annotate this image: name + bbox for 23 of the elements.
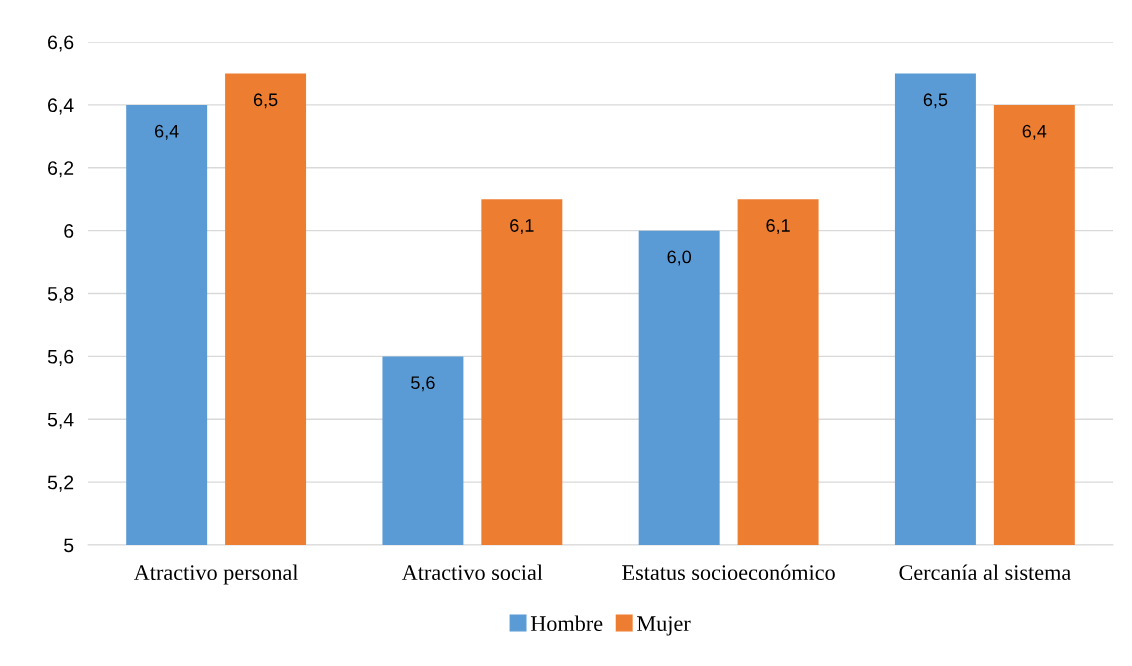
y-tick-label: 5,4 — [47, 412, 74, 429]
x-tick-label: Atractivo social — [401, 564, 543, 581]
data-label: 6,4 — [1022, 124, 1047, 140]
legend-label: Mujer — [637, 616, 691, 636]
data-label: 6,1 — [766, 219, 790, 235]
y-tick-label: 6,6 — [48, 35, 74, 52]
data-label: 6,5 — [923, 93, 948, 109]
x-tick-label: Estatus socioeconómico — [622, 564, 835, 581]
y-tick-label: 6,2 — [48, 161, 74, 178]
y-tick-label: 5,8 — [47, 286, 74, 304]
data-label: 6,0 — [667, 250, 692, 266]
y-tick-label: 5 — [64, 538, 74, 553]
legend-label: Hombre — [530, 615, 603, 632]
data-label: 6,5 — [253, 93, 278, 109]
y-tick-label: 5,6 — [47, 349, 74, 366]
y-tick-label: 6 — [64, 224, 74, 238]
y-tick-label: 6,4 — [48, 98, 74, 115]
x-tick-label: Cercanía al sistema — [899, 564, 1071, 581]
data-label: 5,6 — [411, 376, 435, 392]
y-tick-label: 5,2 — [47, 475, 74, 492]
x-tick-label: Atractivo personal — [133, 564, 299, 585]
data-label: 6,4 — [155, 124, 179, 140]
data-label: 6,1 — [510, 219, 534, 235]
